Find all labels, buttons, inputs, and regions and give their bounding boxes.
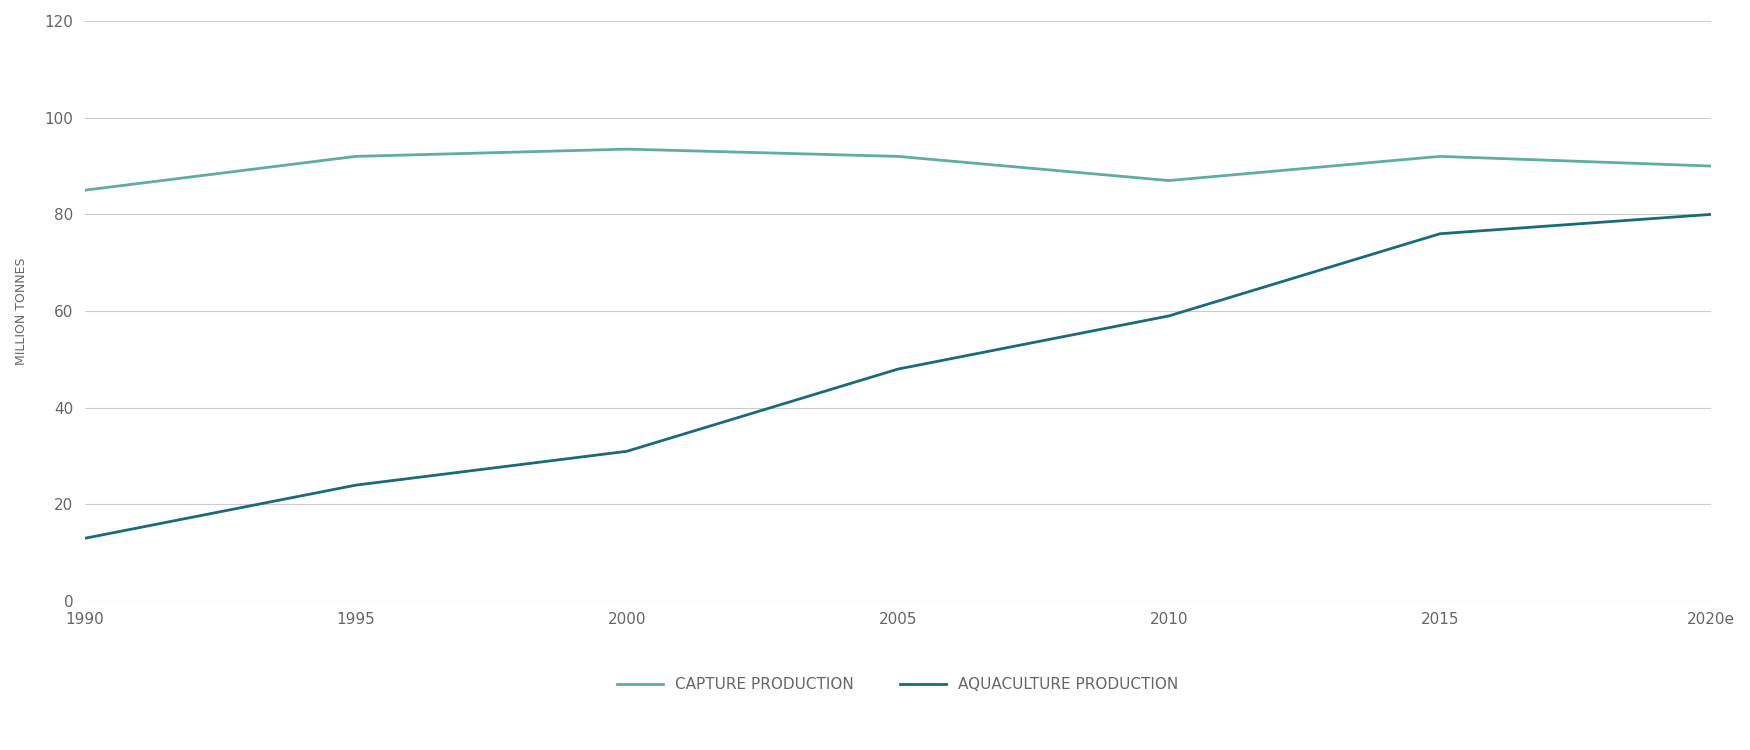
CAPTURE PRODUCTION [1158,176,1180,185]
AQUACULTURE PRODUCTION [345,481,366,490]
AQUACULTURE PRODUCTION [1701,210,1722,219]
CAPTURE PRODUCTION [345,152,366,161]
Line: CAPTURE PRODUCTION: CAPTURE PRODUCTION [84,149,1712,190]
AQUACULTURE PRODUCTION [74,534,94,543]
CAPTURE PRODUCTION [887,152,908,161]
AQUACULTURE PRODUCTION [1430,230,1451,238]
Legend: CAPTURE PRODUCTION, AQUACULTURE PRODUCTION: CAPTURE PRODUCTION, AQUACULTURE PRODUCTI… [611,670,1185,698]
Y-axis label: MILLION TONNES: MILLION TONNES [16,257,28,364]
AQUACULTURE PRODUCTION [616,447,637,456]
CAPTURE PRODUCTION [1430,152,1451,161]
Line: AQUACULTURE PRODUCTION: AQUACULTURE PRODUCTION [84,214,1712,538]
CAPTURE PRODUCTION [616,145,637,154]
CAPTURE PRODUCTION [74,186,94,195]
AQUACULTURE PRODUCTION [887,364,908,374]
AQUACULTURE PRODUCTION [1158,311,1180,320]
CAPTURE PRODUCTION [1701,161,1722,170]
